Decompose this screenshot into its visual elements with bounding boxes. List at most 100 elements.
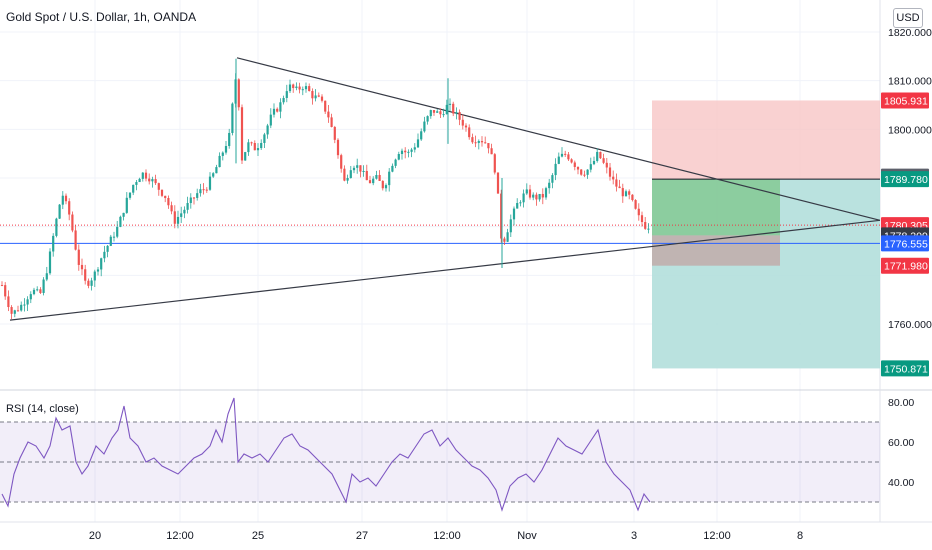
- candle-body: [413, 147, 416, 150]
- candle-body: [164, 195, 167, 199]
- candle-body: [199, 189, 202, 194]
- candle-body: [365, 170, 368, 181]
- candle-body: [330, 117, 333, 127]
- candle-body: [55, 218, 58, 236]
- candle-body: [487, 143, 490, 149]
- candle-body: [567, 154, 570, 160]
- candle-body: [388, 171, 391, 186]
- time-axis[interactable]: 20 12:00 25 27 12:00 Nov 3 12:00 8: [89, 530, 803, 542]
- candle-body: [468, 127, 471, 138]
- candle-body: [292, 84, 295, 89]
- candle-body: [247, 142, 250, 153]
- price-tick-label: 1820.000: [888, 27, 932, 39]
- candle-body: [87, 280, 90, 286]
- candle-body: [452, 103, 455, 114]
- candle-body: [186, 203, 189, 210]
- candle-body: [493, 154, 496, 173]
- candle-body: [308, 86, 311, 92]
- candle-body: [0, 285, 4, 287]
- candle-body: [324, 100, 327, 112]
- candle-body: [596, 151, 599, 161]
- price-label-text: 1771.980: [884, 261, 928, 273]
- currency-button[interactable]: USD: [893, 8, 923, 28]
- candle-body: [397, 154, 400, 160]
- candle-body: [484, 142, 487, 144]
- candle-body: [592, 160, 596, 165]
- candle-body: [68, 201, 71, 215]
- candle-body: [490, 148, 493, 155]
- candle-body: [173, 211, 176, 224]
- candle-body: [16, 310, 20, 312]
- position-loss-area: [652, 235, 780, 266]
- candle-body: [381, 180, 384, 189]
- candle-body: [612, 176, 615, 180]
- candle-body: [522, 193, 525, 203]
- candle-body: [404, 150, 407, 153]
- candle-body: [455, 112, 458, 114]
- price-tick-label: 1810.000: [888, 76, 932, 88]
- candle-body: [64, 195, 68, 202]
- price-label-text: 1789.780: [884, 174, 928, 186]
- candle-body: [128, 192, 132, 198]
- candle-body: [80, 264, 84, 270]
- candle-body: [52, 235, 55, 252]
- time-tick-label: 12:00: [703, 530, 731, 542]
- candle-body: [221, 152, 224, 156]
- candle-body: [144, 172, 148, 179]
- candle-body: [36, 289, 39, 291]
- candle-body: [512, 208, 516, 220]
- candle-body: [157, 183, 160, 190]
- candle-body: [394, 159, 397, 166]
- candle-body: [176, 216, 180, 224]
- candle-body: [573, 162, 576, 167]
- candle-body: [436, 111, 439, 113]
- candle-body: [32, 289, 36, 295]
- candle-body: [148, 178, 151, 182]
- candle-body: [647, 228, 650, 230]
- candle-body: [42, 279, 45, 293]
- candle-body: [634, 200, 637, 209]
- position-profit-area: [652, 179, 780, 236]
- candle-body: [525, 189, 528, 194]
- candle-body: [528, 189, 532, 198]
- candle-body: [26, 299, 29, 305]
- candle-body: [106, 245, 109, 252]
- candle-body: [420, 131, 423, 140]
- candle-body: [208, 176, 212, 190]
- candle-body: [112, 236, 116, 238]
- candle-body: [61, 195, 64, 205]
- candle-body: [557, 156, 560, 164]
- candle-body: [375, 174, 378, 179]
- price-label-text: 1776.555: [884, 238, 928, 250]
- candle-body: [644, 222, 647, 229]
- symbol-title[interactable]: Gold Spot / U.S. Dollar, 1h, OANDA: [6, 10, 197, 24]
- candle-body: [368, 180, 372, 184]
- candle-body: [509, 219, 512, 233]
- candle-body: [39, 289, 42, 293]
- candle-body: [224, 146, 228, 153]
- candle-body: [212, 173, 215, 177]
- candle-body: [362, 170, 365, 172]
- candle-body: [151, 179, 154, 182]
- candle-body: [116, 226, 119, 237]
- candle-body: [215, 167, 218, 174]
- candle-body: [605, 162, 608, 168]
- rsi-title[interactable]: RSI (14, close): [6, 403, 79, 415]
- time-tick-label: 3: [631, 530, 637, 542]
- candle-body: [320, 96, 324, 101]
- time-tick-label: 25: [252, 530, 264, 542]
- candle-body: [93, 271, 96, 281]
- price-axis[interactable]: 1820.000 1810.000 1800.000 1760.000 1805.931…: [881, 27, 932, 489]
- price-label-box: [881, 360, 929, 377]
- candle-body: [432, 110, 436, 113]
- rsi-pane: [0, 397, 880, 512]
- price-label-box: [881, 92, 929, 109]
- candle-body: [560, 153, 564, 157]
- trade-zones: [652, 100, 880, 369]
- candle-body: [458, 112, 461, 120]
- candle-body: [256, 148, 260, 151]
- price-label-text: 1805.931: [884, 95, 928, 107]
- candle-body: [564, 153, 567, 155]
- candle-body: [96, 269, 100, 272]
